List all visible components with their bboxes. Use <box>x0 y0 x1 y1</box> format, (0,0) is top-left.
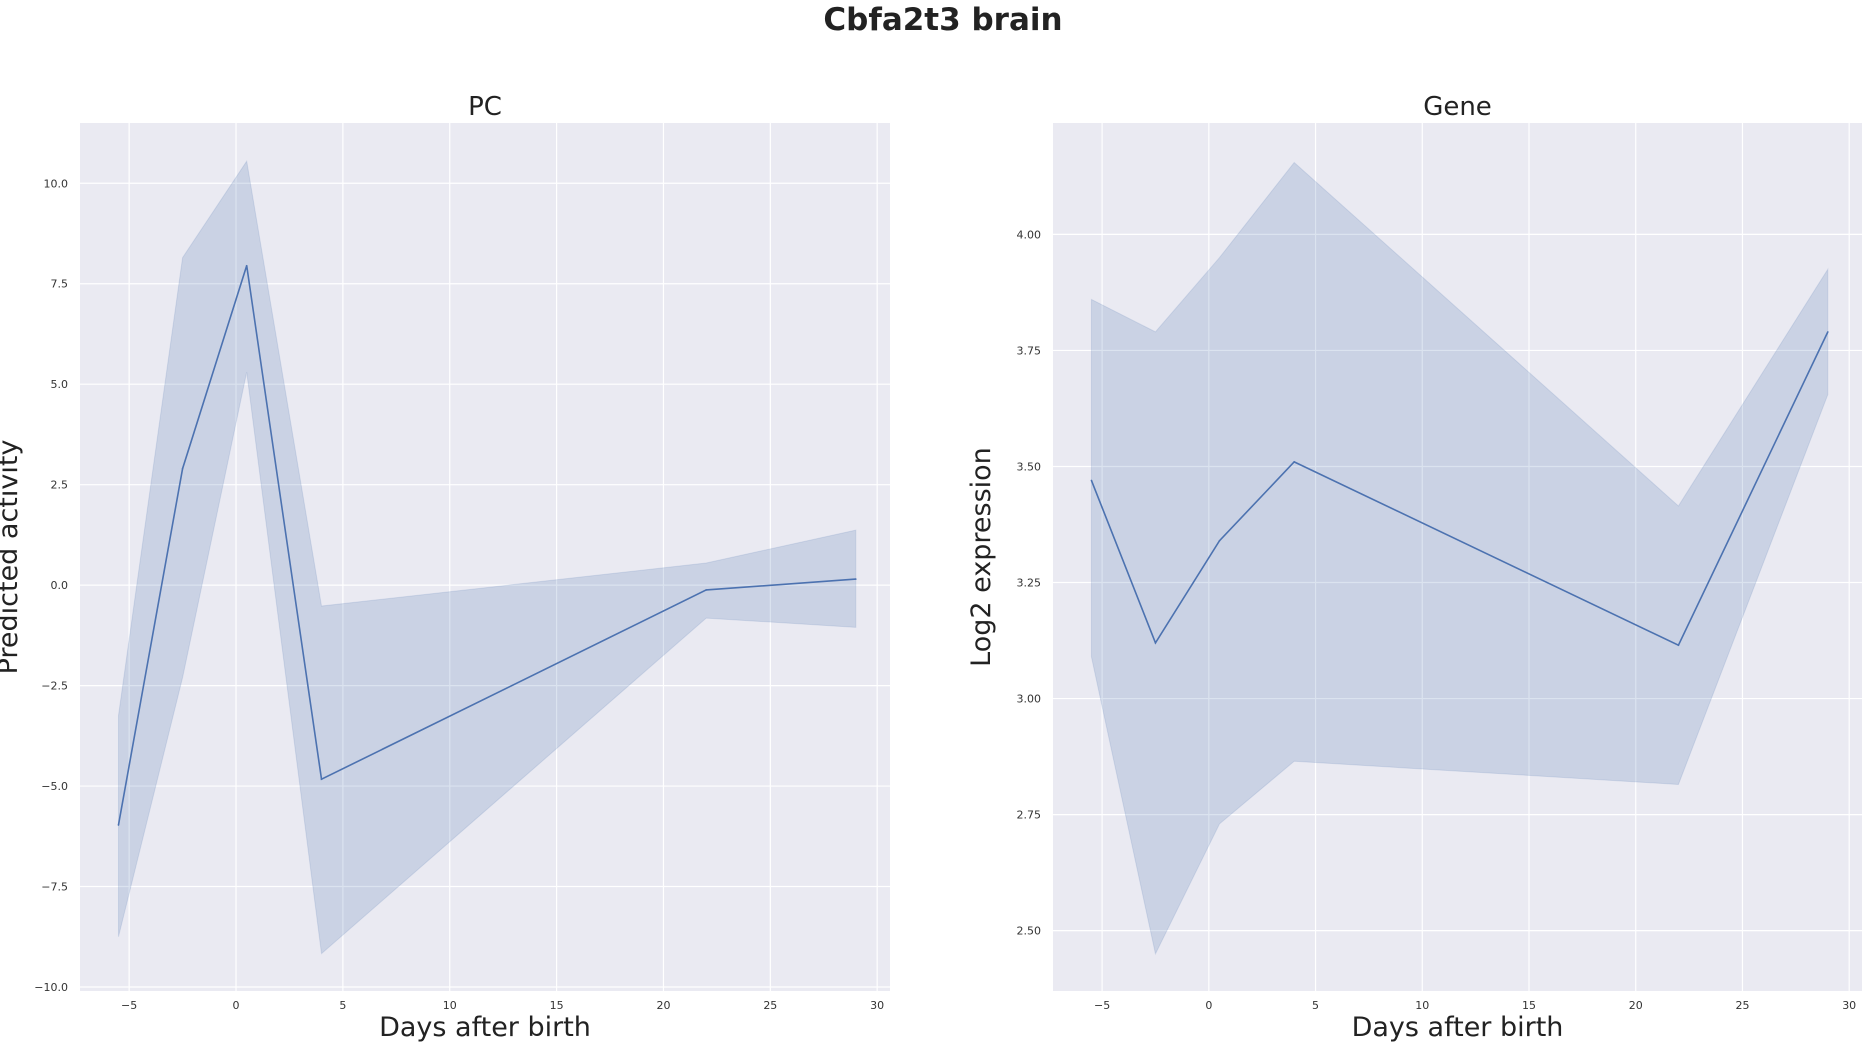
chart-0-y-tick-label: 7.5 <box>51 278 69 291</box>
chart-1-x-tick-label: 5 <box>1312 999 1319 1012</box>
chart-0-y-tick-label: −5.0 <box>41 780 68 793</box>
chart-1-y-axis-label: Log2 expression <box>966 447 997 667</box>
chart-1-data-point <box>1218 539 1221 542</box>
chart-0-x-tick-label: 5 <box>339 999 346 1012</box>
chart-1-x-axis-label: Days after birth <box>1352 1012 1564 1043</box>
chart-1-x-tick-label: 25 <box>1735 999 1749 1012</box>
chart-1-y-tick-label: 3.50 <box>1017 460 1042 473</box>
chart-1-x-tick-label: 10 <box>1415 999 1429 1012</box>
figure-title: Cbfa2t3 brain <box>823 2 1062 38</box>
chart-1-y-tick-label: 3.75 <box>1017 344 1042 357</box>
chart-1-y-tick-label: 2.50 <box>1017 925 1042 938</box>
chart-0-title: PC <box>468 92 502 122</box>
chart-0-data-point <box>855 578 857 580</box>
chart-0-y-tick-label: 5.0 <box>51 378 69 391</box>
chart-1-y-tick-label: 2.75 <box>1017 809 1042 822</box>
chart-1-x-tick-label: 0 <box>1205 999 1212 1012</box>
chart-0-y-tick-label: −10.0 <box>34 981 68 994</box>
chart-1-y-tick-label: 4.00 <box>1017 228 1042 241</box>
chart-0-y-tick-label: 10.0 <box>44 177 69 190</box>
chart-0-x-tick-label: 0 <box>233 999 240 1012</box>
chart-0-y-tick-label: −2.5 <box>41 680 68 693</box>
panel-gene: −5 0 5 10 15 20 25 30 2.50 2.75 3.00 3.25 3.50 3.75 4.… <box>966 92 1862 1043</box>
chart-1-data-point <box>1154 642 1157 644</box>
chart-1-data-point <box>1293 461 1296 463</box>
chart-1-plot-area <box>1053 123 1862 991</box>
chart-1-x-tick-label: 20 <box>1629 999 1643 1012</box>
chart-1-data-point <box>1827 331 1829 333</box>
chart-1-confidence-band <box>1090 161 1829 956</box>
chart-0-y-tick-label: 2.5 <box>51 479 69 492</box>
chart-1-data-point <box>1090 479 1093 482</box>
chart-0-data-point <box>181 467 184 470</box>
chart-0-x-tick-label: 20 <box>656 999 670 1012</box>
chart-0-data-point <box>320 778 323 781</box>
chart-0-x-tick-label: 30 <box>870 999 884 1012</box>
chart-0-confidence-band <box>117 159 857 955</box>
chart-0-series-line <box>117 265 856 826</box>
chart-0-x-tick-label: 10 <box>443 999 457 1012</box>
panel-pc: −5 0 5 10 15 20 25 30 −10.0 −7.5 −5.0 −2.5 0.0 2.5 5.0… <box>0 92 890 1043</box>
chart-1-data-point <box>1677 644 1680 646</box>
chart-1-x-tick-label: 15 <box>1522 999 1536 1012</box>
chart-1-title: Gene <box>1423 92 1492 122</box>
chart-0-data-point <box>245 264 248 267</box>
chart-0-y-tick-label: 0.0 <box>51 579 69 592</box>
chart-1-y-tick-label: 3.25 <box>1017 577 1042 590</box>
chart-1-series-line <box>1090 331 1829 647</box>
chart-0-x-axis-label: Days after birth <box>379 1012 591 1043</box>
chart-0-data-point <box>117 824 120 826</box>
chart-0-y-tick-label: −7.5 <box>41 881 68 894</box>
chart-1-y-tick-label: 3.00 <box>1017 693 1042 706</box>
chart-0-plot-area <box>80 123 890 991</box>
chart-1-x-tick-label: 30 <box>1842 999 1856 1012</box>
chart-0-x-tick-label: 25 <box>763 999 777 1012</box>
chart-0-x-tick-label: −5 <box>121 999 137 1012</box>
chart-0-y-axis-label: Predicted activity <box>0 440 24 675</box>
chart-0-data-point <box>705 589 708 591</box>
chart-0-x-tick-label: 15 <box>550 999 564 1012</box>
chart-1-x-tick-label: −5 <box>1094 999 1110 1012</box>
